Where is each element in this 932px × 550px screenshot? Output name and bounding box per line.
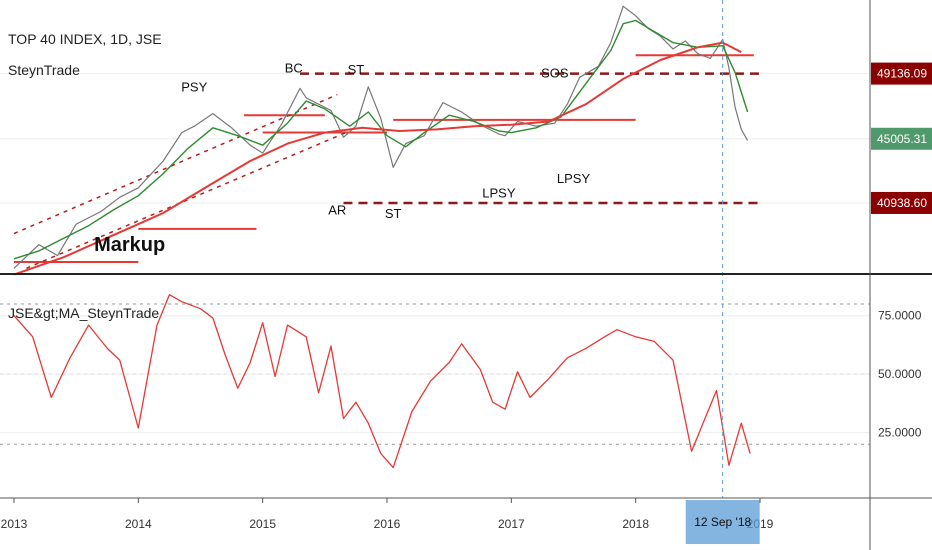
crosshair: 12 Sep '18 <box>685 0 760 544</box>
price-tag-value: 45005.31 <box>877 132 927 146</box>
slow-ma-line <box>13 41 742 276</box>
oscillator-panel[interactable]: JSE&gt;MA_SteynTrade <box>0 294 870 469</box>
x-tick-label: 2015 <box>249 517 276 531</box>
price-line <box>13 5 749 269</box>
y-tick-label: 25.0000 <box>878 426 922 440</box>
chart-subtitle: SteynTrade <box>8 62 80 78</box>
y-tick-label: 50.0000 <box>878 367 922 381</box>
trend-line <box>26 130 350 269</box>
wyckoff-label: ST <box>385 206 402 221</box>
x-tick-label: 2014 <box>125 517 152 531</box>
wyckoff-label: AR <box>328 203 346 218</box>
price-series <box>13 5 749 276</box>
x-tick-label: 2013 <box>1 517 28 531</box>
fast-ma-line <box>13 19 749 260</box>
oscillator-title: JSE&gt;MA_SteynTrade <box>8 305 159 321</box>
x-tick-label: 2017 <box>498 517 525 531</box>
price-levels <box>14 54 760 263</box>
oscillator-levels <box>0 303 870 445</box>
price-tag-bg <box>871 127 932 150</box>
oscillator-series <box>13 294 751 469</box>
markup-label: Markup <box>94 234 165 256</box>
crosshair-date-label: 12 Sep '18 <box>694 515 751 529</box>
price-tag-value: 40938.60 <box>877 196 927 210</box>
price-tag-bg <box>871 191 932 214</box>
wyckoff-label: BC <box>285 61 303 76</box>
wyckoff-label: PSY <box>181 80 207 95</box>
price-tag-value: 49136.09 <box>877 67 927 81</box>
wyckoff-label: LPSY <box>557 171 591 186</box>
price-tag-bg <box>871 62 932 85</box>
wyckoff-label: SOS <box>541 65 569 80</box>
wyckoff-annotations: PSY BC ST SOS AR ST LPSY LPSY Markup <box>94 61 590 256</box>
crosshair-date-bg <box>685 500 760 544</box>
price-panel[interactable]: PSY BC ST SOS AR ST LPSY LPSY Markup TOP 40 INDE… <box>0 5 870 276</box>
y-tick-label: 75.0000 <box>878 309 922 323</box>
y-axis: 49136.09 45005.31 40938.60 75.0000 50.0000 25… <box>871 62 932 440</box>
trend-lines <box>13 93 350 269</box>
x-axis: 2013 2014 2015 2016 2017 2018 2019 <box>1 498 774 531</box>
trend-line <box>13 93 338 235</box>
wyckoff-label: ST <box>348 62 365 77</box>
x-tick-label: 2016 <box>374 517 401 531</box>
x-tick-label: 2018 <box>622 517 649 531</box>
chart-title: TOP 40 INDEX, 1D, JSE <box>8 31 162 47</box>
oscillator-line <box>13 294 751 469</box>
wyckoff-label: LPSY <box>482 185 516 200</box>
